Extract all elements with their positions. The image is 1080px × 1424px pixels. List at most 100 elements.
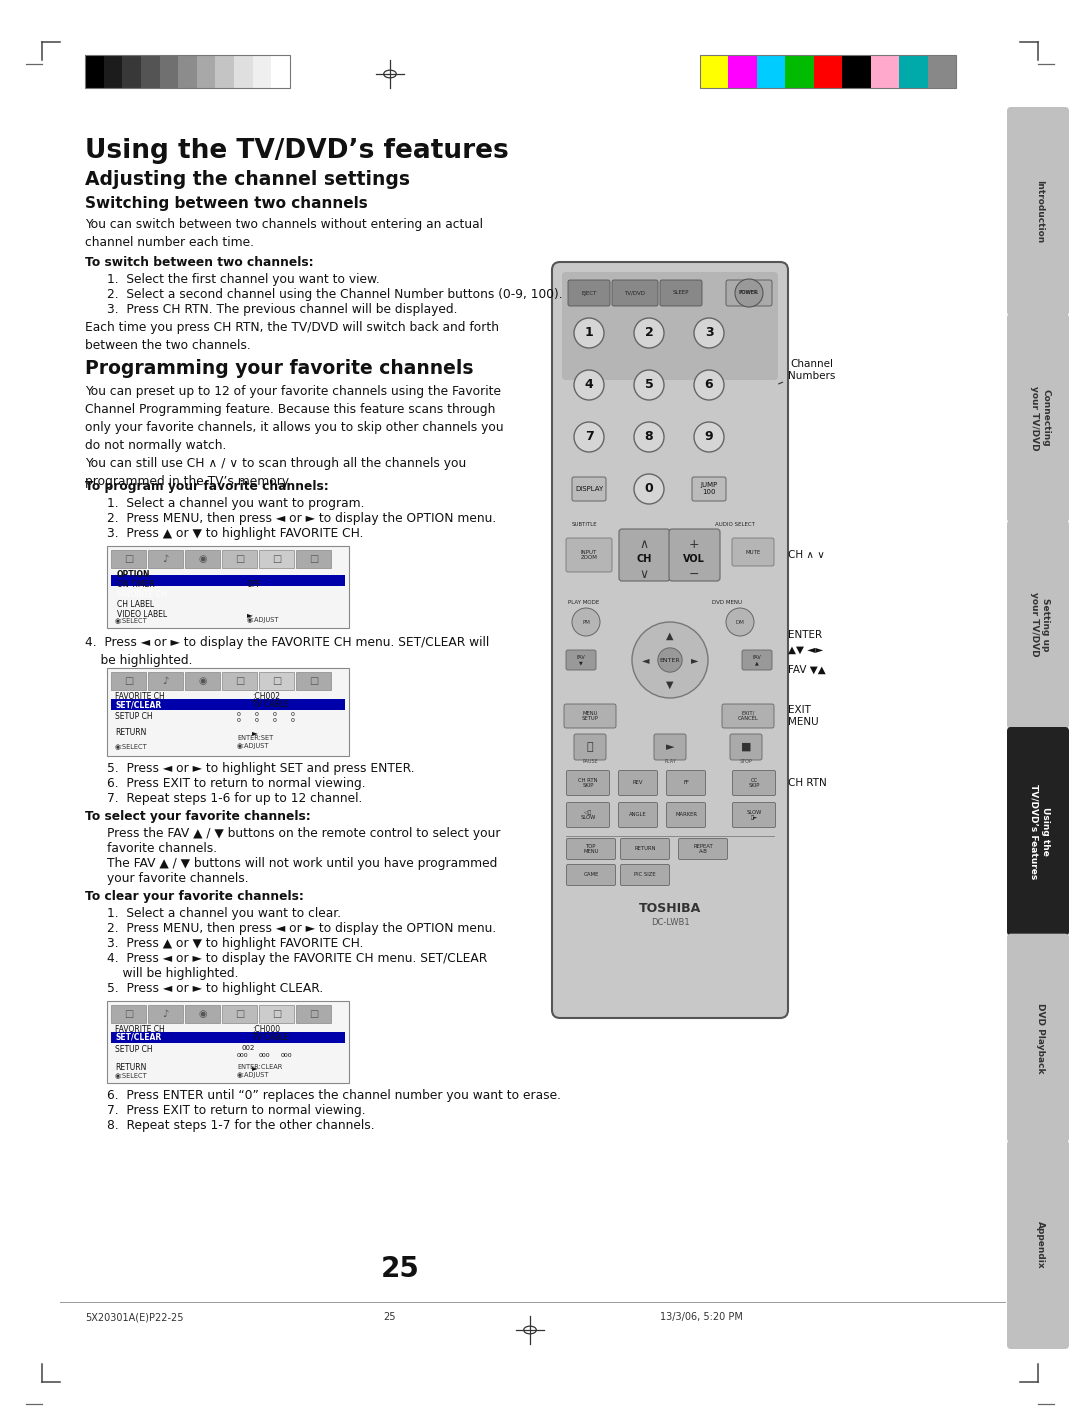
Text: 13/3/06, 5:20 PM: 13/3/06, 5:20 PM bbox=[660, 1312, 743, 1321]
Bar bbox=[785, 56, 813, 88]
Text: 4.  Press ◄ or ► to display the FAVORITE CH menu. SET/CLEAR: 4. Press ◄ or ► to display the FAVORITE … bbox=[107, 953, 487, 965]
Bar bbox=[222, 1005, 257, 1022]
Text: 7.  Press EXIT to return to normal viewing.: 7. Press EXIT to return to normal viewin… bbox=[107, 1104, 366, 1116]
Text: SET/CLEAR: SET/CLEAR bbox=[114, 701, 161, 709]
Text: 6.  Press ENTER until “0” replaces the channel number you want to erase.: 6. Press ENTER until “0” replaces the ch… bbox=[107, 1089, 561, 1102]
Text: □: □ bbox=[124, 676, 133, 686]
Text: 002: 002 bbox=[242, 1045, 255, 1051]
FancyBboxPatch shape bbox=[669, 528, 720, 581]
Bar bbox=[185, 550, 220, 568]
FancyBboxPatch shape bbox=[678, 839, 728, 860]
FancyBboxPatch shape bbox=[573, 733, 606, 760]
Text: ♪: ♪ bbox=[162, 554, 168, 564]
Text: FAV
▼: FAV ▼ bbox=[577, 655, 585, 665]
Bar bbox=[900, 56, 928, 88]
Circle shape bbox=[573, 318, 604, 347]
Text: MENU
SETUP: MENU SETUP bbox=[581, 711, 598, 722]
Text: ∨: ∨ bbox=[639, 568, 649, 581]
FancyBboxPatch shape bbox=[1007, 107, 1069, 316]
Circle shape bbox=[694, 370, 724, 400]
Text: ►: ► bbox=[665, 742, 674, 752]
Text: EXIT
MENU: EXIT MENU bbox=[788, 705, 819, 726]
Text: ENTER: ENTER bbox=[660, 658, 680, 662]
Text: SETUP CH: SETUP CH bbox=[114, 1045, 152, 1054]
Bar bbox=[148, 672, 183, 691]
Text: 9: 9 bbox=[704, 430, 713, 443]
Bar bbox=[111, 699, 345, 711]
Text: GAME: GAME bbox=[583, 873, 598, 877]
Text: Programming your favorite channels: Programming your favorite channels bbox=[85, 359, 473, 377]
Text: 2.  Press MENU, then press ◄ or ► to display the OPTION menu.: 2. Press MENU, then press ◄ or ► to disp… bbox=[107, 513, 496, 525]
Bar bbox=[234, 56, 253, 88]
FancyBboxPatch shape bbox=[660, 281, 702, 306]
FancyBboxPatch shape bbox=[621, 864, 670, 886]
Text: ■: ■ bbox=[741, 742, 752, 752]
Text: Using the
TV/DVD’s Features: Using the TV/DVD’s Features bbox=[1030, 783, 1050, 879]
Circle shape bbox=[634, 474, 664, 504]
Text: 1.  Select a channel you want to program.: 1. Select a channel you want to program. bbox=[107, 497, 365, 510]
Text: PAUSE: PAUSE bbox=[582, 759, 598, 765]
Bar bbox=[271, 56, 291, 88]
Text: Press the FAV ▲ / ▼ buttons on the remote control to select your: Press the FAV ▲ / ▼ buttons on the remot… bbox=[107, 827, 500, 840]
Text: :CH000: :CH000 bbox=[252, 1025, 280, 1034]
Text: FAVORITE CH: FAVORITE CH bbox=[117, 590, 166, 600]
Text: ►: ► bbox=[247, 609, 253, 619]
Text: SETUP CH: SETUP CH bbox=[114, 712, 152, 721]
Text: 1.  Select the first channel you want to view.: 1. Select the first channel you want to … bbox=[107, 273, 380, 286]
Text: 0
0: 0 0 bbox=[237, 712, 241, 723]
FancyBboxPatch shape bbox=[732, 538, 774, 565]
Text: ◉:ADJUST: ◉:ADJUST bbox=[237, 743, 270, 749]
Text: Switching between two channels: Switching between two channels bbox=[85, 197, 368, 211]
Bar bbox=[296, 550, 330, 568]
Bar bbox=[813, 56, 842, 88]
Text: VIDEO LABEL: VIDEO LABEL bbox=[117, 609, 167, 619]
FancyBboxPatch shape bbox=[732, 770, 775, 796]
Text: 5.  Press ◄ or ► to highlight CLEAR.: 5. Press ◄ or ► to highlight CLEAR. bbox=[107, 983, 323, 995]
Bar bbox=[222, 550, 257, 568]
Text: REV: REV bbox=[633, 780, 644, 786]
Text: POWER: POWER bbox=[740, 290, 758, 296]
Bar bbox=[870, 56, 900, 88]
FancyBboxPatch shape bbox=[619, 803, 658, 827]
FancyBboxPatch shape bbox=[666, 803, 705, 827]
Text: favorite channels.: favorite channels. bbox=[107, 842, 217, 854]
Text: TV/DVD: TV/DVD bbox=[624, 290, 646, 296]
Text: The FAV ▲ / ▼ buttons will not work until you have programmed: The FAV ▲ / ▼ buttons will not work unti… bbox=[107, 857, 498, 870]
Text: You can preset up to 12 of your favorite channels using the Favorite
Channel Pro: You can preset up to 12 of your favorite… bbox=[85, 384, 503, 488]
Text: FF: FF bbox=[683, 780, 689, 786]
Text: AUDIO SELECT: AUDIO SELECT bbox=[715, 523, 755, 527]
FancyBboxPatch shape bbox=[567, 864, 616, 886]
Text: JUMP
100: JUMP 100 bbox=[700, 483, 717, 496]
Text: TOSHIBA: TOSHIBA bbox=[639, 901, 701, 916]
Bar bbox=[197, 56, 215, 88]
FancyBboxPatch shape bbox=[1007, 728, 1069, 936]
Text: Adjusting the channel settings: Adjusting the channel settings bbox=[85, 169, 410, 189]
Text: ◉: ◉ bbox=[199, 1010, 206, 1020]
Text: Each time you press CH RTN, the TV/DVD will switch back and forth
between the tw: Each time you press CH RTN, the TV/DVD w… bbox=[85, 320, 499, 352]
Text: CC
SKIP: CC SKIP bbox=[748, 778, 759, 789]
Bar bbox=[160, 56, 178, 88]
Bar bbox=[253, 56, 271, 88]
Text: □: □ bbox=[309, 676, 319, 686]
Text: 6: 6 bbox=[704, 379, 713, 392]
Text: will be highlighted.: will be highlighted. bbox=[107, 967, 239, 980]
Text: FAV ▼▲: FAV ▼▲ bbox=[788, 665, 826, 675]
Text: OFF: OFF bbox=[247, 580, 261, 590]
Text: 4.  Press ◄ or ► to display the FAVORITE CH menu. SET/CLEAR will
    be highligh: 4. Press ◄ or ► to display the FAVORITE … bbox=[85, 637, 489, 666]
Text: 3.  Press CH RTN. The previous channel will be displayed.: 3. Press CH RTN. The previous channel wi… bbox=[107, 303, 458, 316]
Text: CH: CH bbox=[636, 554, 651, 564]
Bar bbox=[259, 550, 294, 568]
Text: ♪: ♪ bbox=[162, 676, 168, 686]
FancyBboxPatch shape bbox=[567, 839, 616, 860]
Bar bbox=[185, 1005, 220, 1022]
Text: SUBTITLE: SUBTITLE bbox=[572, 523, 597, 527]
FancyBboxPatch shape bbox=[562, 272, 778, 380]
Text: your favorite channels.: your favorite channels. bbox=[107, 871, 248, 884]
Text: STOP: STOP bbox=[740, 759, 753, 765]
Text: FAVORITE CH: FAVORITE CH bbox=[114, 692, 165, 701]
Text: MARKER: MARKER bbox=[675, 813, 697, 817]
Bar bbox=[85, 56, 104, 88]
Text: CH RTN
SKIP: CH RTN SKIP bbox=[578, 778, 597, 789]
Text: ►: ► bbox=[691, 655, 699, 665]
Bar bbox=[111, 1032, 345, 1042]
